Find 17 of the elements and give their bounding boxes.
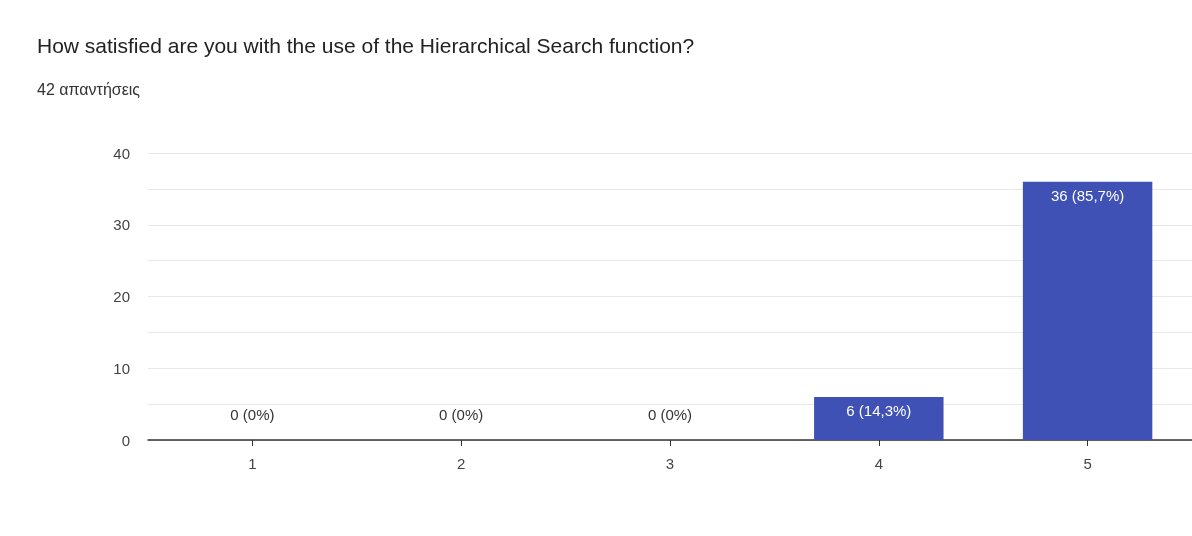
chart-subtitle: 42 απαντήσεις <box>37 80 141 98</box>
y-tick-label: 30 <box>113 216 130 234</box>
y-tick-label: 40 <box>113 144 130 162</box>
chart-title: How satisfied are you with the use of the Hierarchical Search function? <box>37 34 695 57</box>
data-label: 36 (85,7%) <box>1050 186 1125 204</box>
data-label: 0 (0%) <box>647 406 693 423</box>
data-label: 0 (0%) <box>230 406 275 423</box>
data-label: 0 (0%) <box>439 406 484 423</box>
x-tick-label: 2 <box>457 455 466 472</box>
x-tick-label: 5 <box>1083 455 1092 472</box>
x-tick-label: 1 <box>248 455 257 472</box>
data-label: 6 (14,3%) <box>846 401 912 419</box>
y-tick-label: 10 <box>113 359 130 377</box>
y-tick-label: 20 <box>113 288 130 305</box>
y-tick-label: 0 <box>121 431 130 449</box>
x-tick-label: 3 <box>665 455 675 472</box>
x-tick-label: 4 <box>874 455 883 472</box>
